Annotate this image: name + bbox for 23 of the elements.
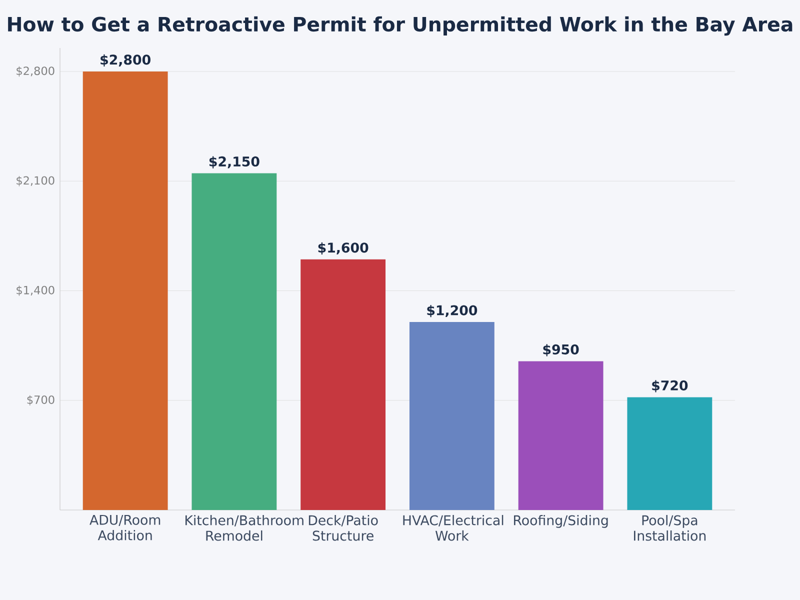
data-label: $720	[652, 380, 688, 392]
y-tick-label: $1,400	[16, 286, 54, 296]
data-label: $1,200	[427, 304, 478, 318]
x-tick-label: HVAC/Electrical Work	[403, 514, 504, 541]
data-label: $2,800	[100, 54, 150, 67]
x-tick-label: Pool/Spa Installation	[634, 514, 706, 541]
x-tick-label: Kitchen/Bathroom Remodel	[185, 514, 304, 541]
bar	[627, 397, 712, 510]
x-tick-label: Roofing/Siding	[514, 514, 608, 528]
data-label: $1,600	[318, 242, 368, 254]
bar	[409, 322, 494, 510]
y-tick-label: $2,800	[16, 66, 54, 77]
bar	[518, 361, 604, 510]
data-label: $2,150	[209, 156, 260, 168]
x-tick-label: Deck/Patio Structure	[308, 514, 378, 541]
chart-title: How to Get a Retroactive Permit for Unpermitted Work in the Bay Area	[8, 16, 792, 36]
x-tick-label: ADU/Room Addition	[90, 514, 160, 540]
y-tick-label: $700	[27, 395, 54, 406]
bar	[192, 173, 277, 510]
bar	[82, 71, 168, 510]
bar	[300, 259, 386, 510]
data-label: $950	[543, 344, 579, 356]
y-tick-label: $2,100	[16, 176, 54, 186]
